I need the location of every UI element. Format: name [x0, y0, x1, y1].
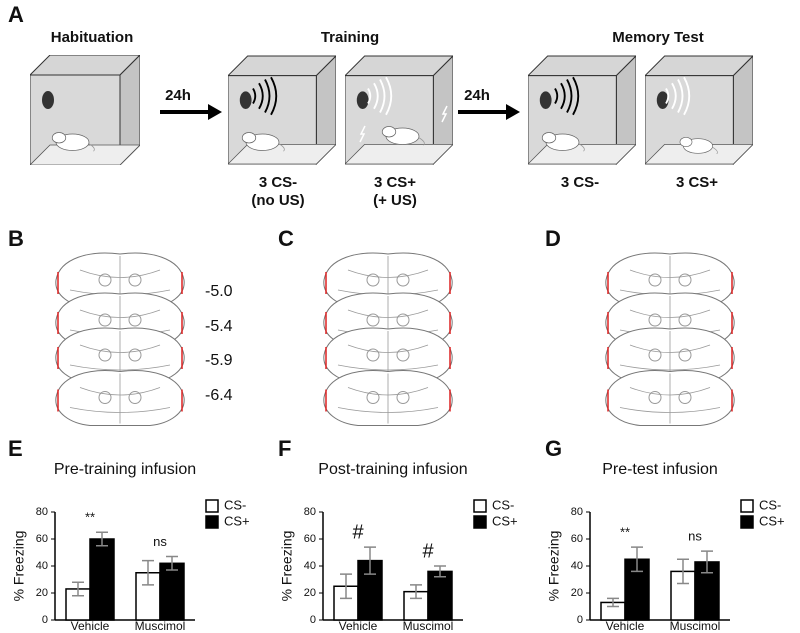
- condition-label: (+ US): [373, 192, 417, 209]
- legend-swatch: [473, 499, 487, 513]
- y-tick-label: 0: [42, 614, 48, 626]
- error-bar: [607, 597, 619, 608]
- interval-label: 24h: [464, 87, 490, 104]
- y-tick-label: 60: [36, 533, 48, 545]
- y-tick-label: 80: [571, 506, 583, 518]
- y-tick-label: 20: [304, 587, 316, 599]
- y-tick-label: 60: [304, 533, 316, 545]
- panel-label: C: [278, 226, 294, 251]
- x-tick-label: Muscimol: [670, 619, 721, 633]
- significance-label: ns: [688, 529, 702, 544]
- chambers: [30, 55, 753, 165]
- bar: [159, 562, 185, 621]
- panel-label: F: [278, 436, 291, 461]
- interval-label: 24h: [165, 87, 191, 104]
- error-bar: [631, 546, 643, 573]
- bar: [427, 570, 453, 621]
- y-tick-label: 40: [36, 560, 48, 572]
- legend-label: CS-: [224, 497, 246, 512]
- condition-label: 3 CS-: [561, 174, 599, 191]
- chart-title: Pre-training infusion: [54, 461, 196, 478]
- panel-label: E: [8, 436, 23, 461]
- legend-swatch: [740, 515, 754, 529]
- legend-label: CS+: [492, 513, 518, 528]
- error-bar: [166, 555, 178, 571]
- y-axis-label: % Freezing: [279, 531, 295, 602]
- error-bar: [364, 546, 376, 575]
- y-tick-label: 20: [36, 587, 48, 599]
- legend-swatch: [473, 515, 487, 529]
- y-axis-label: % Freezing: [11, 531, 27, 602]
- stage-title: Habituation: [51, 29, 134, 46]
- legend-swatch: [740, 499, 754, 513]
- error-bar: [701, 550, 713, 574]
- coordinate-label: -5.0: [205, 283, 233, 300]
- significance-label: **: [620, 525, 630, 540]
- significance-label: #: [352, 521, 364, 543]
- x-tick-label: Muscimol: [403, 619, 454, 633]
- y-tick-label: 80: [36, 506, 48, 518]
- significance-label: **: [85, 510, 95, 525]
- condition-label: 3 CS+: [374, 174, 416, 191]
- legend-swatch: [205, 499, 219, 513]
- panel-label: G: [545, 436, 562, 461]
- panel-label: D: [545, 226, 561, 251]
- arrows: [160, 104, 520, 120]
- error-bar: [434, 565, 446, 578]
- legend-label: CS-: [759, 497, 781, 512]
- stage-title: Memory Test: [612, 29, 703, 46]
- error-bar: [72, 581, 84, 597]
- legend-label: CS-: [492, 497, 514, 512]
- brain-sections: [54, 252, 736, 427]
- condition-label: (no US): [251, 192, 304, 209]
- significance-label: ns: [153, 534, 167, 549]
- bar: [624, 558, 650, 621]
- condition-label: 3 CS+: [676, 174, 718, 191]
- significance-label: #: [422, 540, 434, 562]
- y-tick-label: 0: [577, 614, 583, 626]
- error-bar: [142, 559, 154, 586]
- x-tick-label: Vehicle: [339, 619, 378, 633]
- chart-title: Post-training infusion: [318, 461, 467, 478]
- stage-title: Training: [321, 29, 379, 46]
- panel-label: A: [8, 2, 24, 27]
- x-tick-label: Muscimol: [135, 619, 186, 633]
- x-tick-label: Vehicle: [606, 619, 645, 633]
- legend-label: CS+: [224, 513, 250, 528]
- legend-label: CS+: [759, 513, 785, 528]
- y-tick-label: 0: [310, 614, 316, 626]
- bar: [89, 538, 115, 621]
- y-tick-label: 40: [304, 560, 316, 572]
- y-tick-label: 20: [571, 587, 583, 599]
- error-bar: [96, 531, 108, 547]
- y-tick-label: 80: [304, 506, 316, 518]
- x-tick-label: Vehicle: [71, 619, 110, 633]
- chart-title: Pre-test infusion: [602, 461, 718, 478]
- coordinate-label: -5.9: [205, 352, 233, 369]
- panel-label: B: [8, 226, 24, 251]
- coordinate-label: -6.4: [205, 387, 233, 404]
- y-tick-label: 60: [571, 533, 583, 545]
- error-bar: [410, 584, 422, 600]
- y-tick-label: 40: [571, 560, 583, 572]
- coordinate-label: -5.4: [205, 318, 233, 335]
- legend-swatch: [205, 515, 219, 529]
- error-bar: [677, 558, 689, 585]
- y-axis-label: % Freezing: [546, 531, 562, 602]
- error-bar: [340, 573, 352, 600]
- condition-label: 3 CS-: [259, 174, 297, 191]
